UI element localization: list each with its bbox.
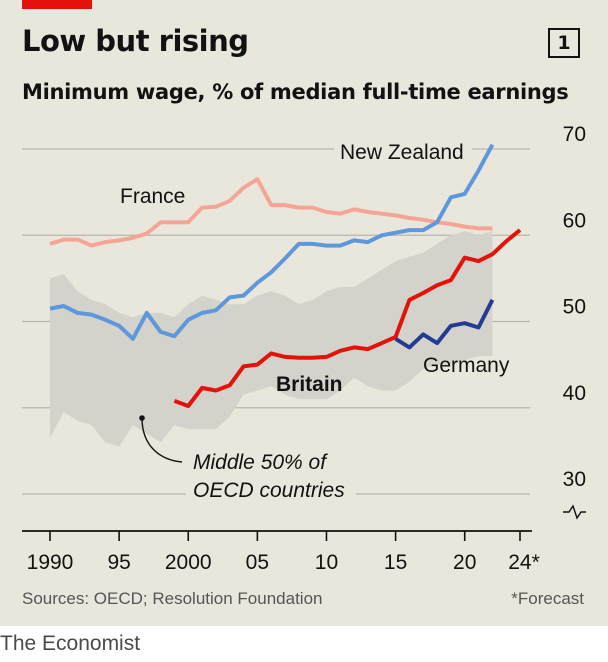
- x-tick-label-24*: 24*: [508, 551, 540, 574]
- source-note: Sources: OECD; Resolution Foundation: [22, 589, 323, 608]
- y-tick-label-40: 40: [563, 382, 586, 405]
- brand-logo-text: The Economist: [0, 632, 141, 655]
- chart-title: Low but rising: [22, 24, 249, 58]
- y-axis: 30 40 50 60 70: [563, 123, 586, 520]
- line-chart: France New Zealand Britain Germany Middle 50…: [22, 123, 586, 574]
- series-line-britain: [173, 228, 522, 408]
- x-tick-label-20: 20: [453, 551, 476, 574]
- series-label-new-zealand: New Zealand: [340, 141, 464, 164]
- x-tick-label-1990: 1990: [27, 551, 74, 574]
- series-line-germany: [394, 299, 495, 350]
- y-tick-label-50: 50: [563, 296, 586, 319]
- series-line-new-zealand: [49, 143, 495, 341]
- chart-subtitle: Minimum wage, % of median full-time earn…: [22, 80, 569, 104]
- forecast-footnote: *Forecast: [511, 589, 584, 608]
- x-tick-label-10: 10: [315, 551, 338, 574]
- band-annotation-line-2: OECD countries: [193, 479, 345, 502]
- band-annotation-leader: [141, 417, 183, 463]
- brand-red-bar: [22, 0, 92, 9]
- y-tick-label-60: 60: [563, 209, 586, 232]
- series-label-france: France: [120, 185, 185, 208]
- band-annotation-backdrop: [186, 472, 356, 502]
- axis-break-icon: [563, 504, 586, 520]
- chart-card: Low but rising 1 Minimum wage, % of medi…: [0, 0, 608, 626]
- series-layer: [49, 143, 522, 408]
- label-backdrop-new-zealand: [334, 137, 472, 165]
- x-tick-label-15: 15: [384, 551, 407, 574]
- x-axis: 1990 95 2000 05 10 15 20 24*: [22, 530, 540, 574]
- y-tick-label-70: 70: [563, 123, 586, 146]
- middle-50-band: [50, 230, 493, 447]
- chart-number-badge: 1: [548, 28, 580, 58]
- x-tick-label-05: 05: [246, 551, 269, 574]
- x-tick-label-95: 95: [107, 551, 130, 574]
- middle-50-band-layer: [50, 230, 493, 447]
- series-line-france: [49, 177, 493, 248]
- x-tick-label-2000: 2000: [165, 551, 212, 574]
- series-label-germany: Germany: [423, 354, 510, 377]
- series-labels-layer: France New Zealand Britain Germany Middle 50…: [120, 137, 510, 502]
- y-tick-label-30: 30: [563, 468, 586, 491]
- series-label-britain: Britain: [276, 373, 343, 396]
- band-annotation-line-1: Middle 50% of: [193, 451, 328, 474]
